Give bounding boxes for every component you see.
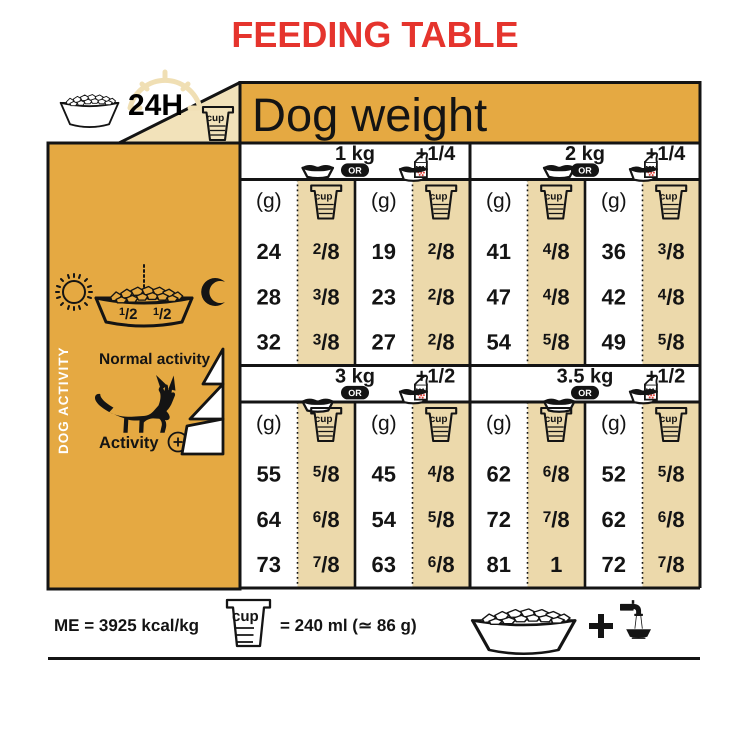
svg-text:49: 49: [602, 330, 626, 355]
svg-text:cup: cup: [207, 113, 225, 124]
svg-text:ME = 3925 kcal/kg: ME = 3925 kcal/kg: [54, 616, 199, 635]
svg-text:81: 81: [487, 552, 511, 577]
svg-text:(g): (g): [256, 190, 282, 213]
svg-text:72: 72: [487, 507, 511, 532]
svg-text:27: 27: [372, 330, 396, 355]
svg-text:Activity: Activity: [99, 434, 159, 452]
svg-text:24: 24: [257, 239, 282, 264]
svg-text:55: 55: [257, 462, 281, 487]
svg-text:(g): (g): [371, 190, 397, 213]
svg-text:DOG ACTIVITY: DOG ACTIVITY: [56, 346, 71, 454]
svg-text:(g): (g): [601, 190, 627, 213]
svg-text:72: 72: [602, 552, 626, 577]
svg-text:47: 47: [487, 284, 511, 309]
svg-text:1: 1: [550, 552, 562, 577]
svg-text:63: 63: [372, 552, 396, 577]
svg-text:28: 28: [257, 284, 281, 309]
svg-text:62: 62: [487, 462, 511, 487]
svg-text:64: 64: [257, 507, 282, 532]
svg-text:23: 23: [372, 284, 396, 309]
svg-text:+1/4: +1/4: [416, 143, 456, 165]
svg-text:32: 32: [257, 330, 281, 355]
svg-text:(g): (g): [371, 412, 397, 435]
svg-text:3 kg: 3 kg: [335, 365, 375, 387]
svg-text:(g): (g): [486, 190, 512, 213]
svg-text:+1/2: +1/2: [416, 365, 455, 387]
svg-text:cup: cup: [232, 608, 259, 625]
svg-text:+1/4: +1/4: [646, 143, 686, 165]
svg-text:(g): (g): [256, 412, 282, 435]
svg-text:1 kg: 1 kg: [335, 143, 375, 165]
svg-text:41: 41: [487, 239, 511, 264]
svg-text:42: 42: [602, 284, 626, 309]
svg-text:45: 45: [372, 462, 396, 487]
svg-text:36: 36: [602, 239, 626, 264]
svg-text:(g): (g): [601, 412, 627, 435]
svg-text:52: 52: [602, 462, 626, 487]
svg-text:+1/2: +1/2: [646, 365, 685, 387]
svg-text:(g): (g): [486, 412, 512, 435]
svg-text:54: 54: [372, 507, 397, 532]
svg-text:Dog weight: Dog weight: [252, 88, 487, 141]
svg-text:62: 62: [602, 507, 626, 532]
svg-text:3.5 kg: 3.5 kg: [557, 365, 614, 387]
svg-text:54: 54: [487, 330, 512, 355]
svg-text:24H: 24H: [128, 89, 183, 122]
svg-text:19: 19: [372, 239, 396, 264]
svg-text:73: 73: [257, 552, 281, 577]
svg-text:= 240 ml (≃ 86 g): = 240 ml (≃ 86 g): [280, 616, 417, 635]
svg-text:Normal activity: Normal activity: [99, 351, 211, 368]
svg-text:2 kg: 2 kg: [565, 143, 605, 165]
